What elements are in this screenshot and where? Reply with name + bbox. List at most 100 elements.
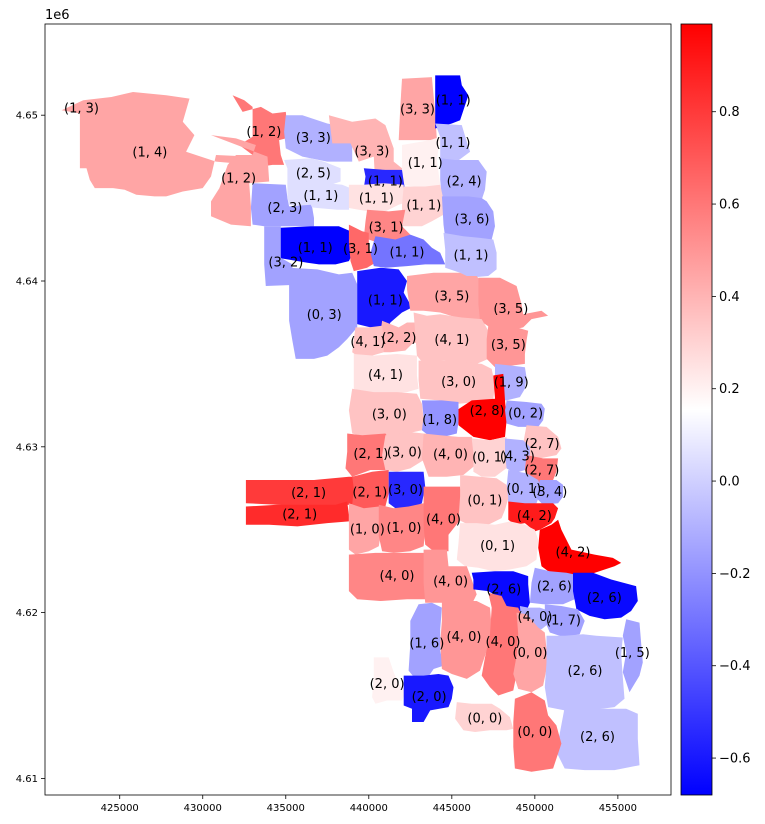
region-14 [402, 184, 444, 227]
region-53 [423, 486, 462, 552]
region-64 [544, 604, 585, 638]
colorbar-axis: −0.6 −0.4 −0.2 0.0 0.2 0.4 0.6 0.8 [712, 105, 751, 767]
region-label-53: (4, 0) [426, 512, 461, 527]
y-tick-label-4: 4.65 [16, 111, 38, 122]
y-tick-label-1: 4.62 [16, 608, 38, 619]
region-label-0: (1, 4) [132, 146, 167, 161]
region-19 [264, 226, 311, 286]
region-label-38: (2, 7) [525, 437, 560, 452]
region-label-25: (3, 5) [434, 289, 469, 304]
x-tick-label-4: 445000 [433, 803, 471, 814]
region-21 [370, 234, 446, 268]
region-label-51: (1, 0) [350, 522, 385, 537]
region-2 [211, 135, 270, 227]
region-74 [455, 702, 514, 732]
y-axis: 4.61 4.62 4.63 4.64 4.65 [16, 111, 45, 785]
region-label-75: (0, 0) [517, 725, 552, 740]
region-label-13: (1, 1) [359, 192, 394, 207]
region-label-58: (4, 0) [380, 569, 415, 584]
region-75 [513, 692, 562, 772]
region-label-47: (3, 0) [388, 483, 423, 498]
region-labels: (1, 4)(1, 2)(1, 2)(3, 3)(3, 3)(3, 3)(1, … [64, 94, 650, 746]
region-70 [544, 634, 625, 711]
region-20 [348, 224, 376, 272]
region-label-4: (3, 3) [354, 145, 389, 160]
x-tick-label-3: 440000 [350, 803, 388, 814]
region-38 [523, 425, 562, 459]
region-46 [352, 470, 389, 510]
region-label-5: (3, 3) [400, 102, 435, 117]
region-43 [505, 438, 530, 474]
region-35 [456, 373, 507, 441]
colorbar-tick-label-0: −0.6 [719, 752, 751, 767]
region-label-42: (0, 1) [472, 450, 507, 465]
x-tick-label-6: 455000 [599, 803, 637, 814]
region-15 [250, 183, 314, 227]
region-label-63: (4, 0) [518, 610, 553, 625]
region-label-66: (4, 0) [447, 630, 482, 645]
region-label-74: (0, 0) [467, 712, 502, 727]
region-label-56: (0, 1) [480, 539, 515, 554]
region-45 [245, 476, 361, 507]
region-17 [363, 209, 411, 243]
region-label-33: (3, 0) [441, 375, 476, 390]
region-label-49: (3, 4) [532, 485, 567, 500]
region-50 [245, 501, 349, 527]
region-label-71: (2, 6) [580, 730, 615, 745]
region-36 [505, 400, 545, 427]
region-label-32: (1, 9) [494, 376, 529, 391]
region-label-55: (4, 2) [517, 509, 552, 524]
region-label-34: (3, 0) [372, 407, 407, 422]
region-72 [372, 657, 406, 704]
region-label-39: (2, 1) [353, 447, 388, 462]
region-label-45: (2, 1) [291, 486, 326, 501]
colorbar-tick-label-3: 0.0 [719, 475, 740, 490]
y-tick-label-2: 4.63 [16, 442, 38, 453]
x-tick-label-0: 425000 [101, 803, 139, 814]
extra-label-0: (1, 3) [64, 102, 99, 117]
region-label-44: (2, 7) [524, 464, 559, 479]
region-label-11: (2, 4) [447, 175, 482, 190]
region-5 [398, 77, 437, 141]
region-25 [407, 272, 489, 321]
region-61 [529, 567, 575, 605]
region-41 [421, 433, 477, 477]
region-label-35: (2, 8) [470, 404, 505, 419]
x-tick-label-2: 435000 [267, 803, 305, 814]
region-30 [486, 324, 529, 368]
region-label-23: (0, 3) [307, 308, 342, 323]
region-18 [277, 226, 353, 265]
region-label-62: (2, 6) [587, 591, 622, 606]
region-40 [382, 431, 424, 472]
region-label-68: (0, 0) [513, 646, 548, 661]
region-label-21: (1, 1) [390, 246, 425, 261]
colorbar [680, 23, 713, 796]
region-68 [513, 612, 547, 693]
region-49 [536, 480, 564, 505]
region-label-31: (4, 1) [368, 368, 403, 383]
region-label-67: (4, 0) [486, 635, 521, 650]
region-24 [357, 267, 412, 331]
region-label-50: (2, 1) [282, 507, 317, 522]
region-label-65: (1, 6) [409, 637, 444, 652]
region-label-3: (3, 3) [296, 131, 331, 146]
x-tick-label-5: 450000 [516, 803, 554, 814]
region-label-48: (0, 1) [506, 482, 541, 497]
region-52 [378, 503, 426, 553]
region-51 [348, 503, 386, 555]
region-label-59: (4, 0) [433, 575, 468, 590]
region-label-27: (2, 2) [382, 331, 417, 346]
region-48 [506, 470, 542, 505]
region-65 [408, 602, 444, 679]
region-label-61: (2, 6) [537, 580, 572, 595]
region-23 [289, 267, 358, 359]
region-73 [403, 674, 454, 722]
colorbar-tick-label-1: −0.4 [719, 659, 751, 674]
region-31 [353, 354, 419, 394]
region-label-14: (1, 1) [406, 199, 441, 214]
region-11 [440, 158, 487, 200]
region-54 [458, 475, 509, 525]
region-label-72: (2, 0) [370, 677, 405, 692]
region-label-30: (3, 5) [491, 338, 526, 353]
